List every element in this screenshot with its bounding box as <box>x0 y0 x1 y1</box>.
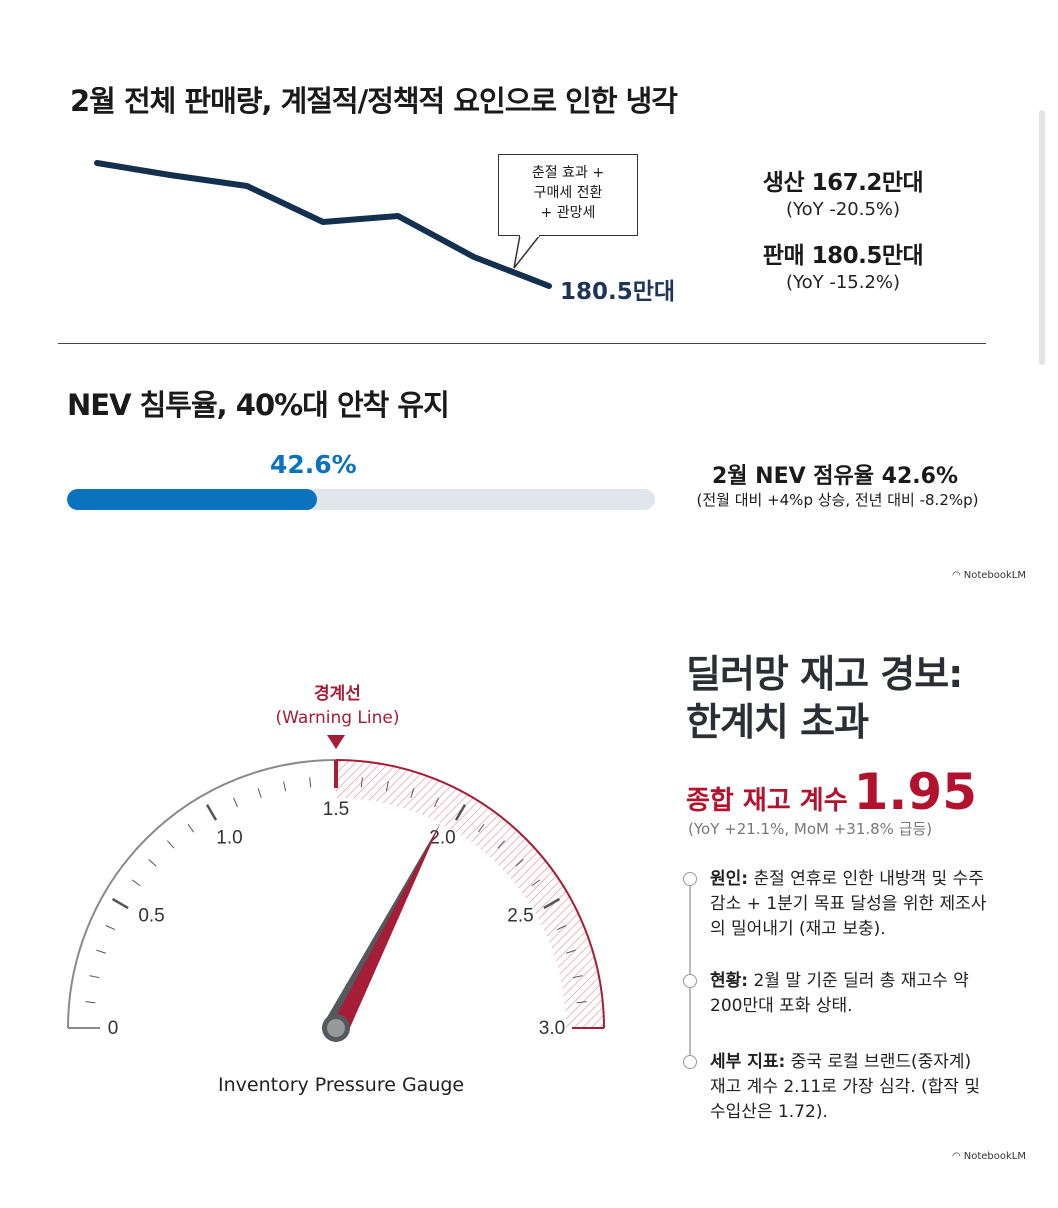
coefficient-change: (YoY +21.1%, MoM +31.8% 급등) <box>688 820 933 838</box>
gauge-tick-label: 0 <box>108 1018 119 1039</box>
gauge-tick <box>257 788 262 798</box>
production-label: 생산 167.2만대 <box>762 170 924 196</box>
gauge-tick <box>410 788 415 798</box>
nev-title: NEV 침투율, 40%대 안착 유지 <box>67 388 450 422</box>
gauge-tick <box>576 1001 587 1004</box>
inventory-gauge: 00.51.01.52.02.53.0 <box>67 735 605 1042</box>
nev-share-detail: (전월 대비 +4%p 상승, 전년 대비 -8.2%p) <box>696 491 979 509</box>
callout-line: 구매세 전환 <box>533 185 603 201</box>
gauge-tick <box>105 925 116 931</box>
gauge-tick <box>454 803 467 821</box>
nev-progress-fill <box>67 489 318 510</box>
sales-stat: 판매 180.5만대 (YoY -15.2%) <box>723 236 963 293</box>
inventory-coefficient: 종합 재고 계수 1.95 <box>686 763 977 821</box>
gauge-tick <box>85 1001 96 1004</box>
timeline-item: 원인: 춘절 연휴로 인한 내방객 및 수주 감소 + 1분기 목표 달성을 위… <box>710 869 987 939</box>
notebooklm-logo: ◠ NotebookLM <box>952 570 1026 581</box>
warning-label: 경계선 (Warning Line) <box>275 684 400 728</box>
gauge-title: Inventory Pressure Gauge <box>218 1074 465 1096</box>
gauge-tick <box>360 777 363 788</box>
gauge-tick <box>385 781 389 792</box>
inventory-title: 딜러망 재고 경보: 한계치 초과 <box>686 652 963 744</box>
callout-line: + 관망세 <box>540 205 596 221</box>
gauge-tick <box>566 949 576 954</box>
nev-share-label: 2월 NEV 점유율 42.6% <box>711 464 959 489</box>
gauge-tick <box>556 925 567 931</box>
end-value-label: 180.5만대 <box>560 279 676 305</box>
production-stat: 생산 167.2만대 (YoY -20.5%) <box>723 163 963 220</box>
timeline-dot <box>683 974 697 988</box>
notebooklm-logo: ◠ NotebookLM <box>952 1151 1026 1162</box>
nev-progress-bar <box>67 489 655 510</box>
gauge-tick <box>433 797 439 808</box>
gauge-tick-label: 2.5 <box>507 906 533 927</box>
notebooklm-icon: ◠ <box>952 1151 961 1162</box>
gauge-tick-label: 0.5 <box>138 906 164 927</box>
needle <box>331 823 441 1033</box>
gauge-arc-danger <box>335 759 605 1029</box>
sales-label: 판매 180.5만대 <box>762 243 924 269</box>
callout-box: 춘절 효과 + 구매세 전환 + 관망세 <box>498 154 638 236</box>
bar-value-label: 42.6% <box>270 450 357 479</box>
gauge-tick <box>167 840 175 849</box>
timeline-dot <box>683 872 697 886</box>
sales-yoy: (YoY -15.2%) <box>785 272 901 293</box>
gauge-tick-label: 1.5 <box>323 799 349 820</box>
needle-shadow <box>321 823 441 1035</box>
warning-marker <box>327 735 345 749</box>
notebooklm-icon: ◠ <box>952 570 961 581</box>
gauge-tick <box>477 823 485 833</box>
timeline-line <box>689 880 691 1064</box>
timeline-item: 세부 지표: 중국 로컬 브랜드(중자계) 재고 계수 2.11로 가장 심각.… <box>710 1052 980 1122</box>
gauge-tick <box>497 840 505 849</box>
gauge-tick <box>572 975 583 979</box>
gauge-tick <box>131 879 141 887</box>
gauge-tick-label: 1.0 <box>216 828 242 849</box>
gauge-tick <box>233 797 239 808</box>
sales-title: 2월 전체 판매량, 계절적/정책적 요인으로 인한 냉각 <box>70 84 678 118</box>
gauge-tick <box>283 781 287 792</box>
gauge-tick <box>515 859 524 867</box>
danger-zone <box>336 760 604 1028</box>
gauge-tick <box>205 803 218 821</box>
trend-line <box>94 160 552 289</box>
gauge-tick <box>96 949 106 954</box>
callout-pointer <box>513 234 542 269</box>
scrollbar[interactable] <box>1039 110 1045 365</box>
gauge-tick <box>89 975 100 979</box>
timeline-item: 현황: 2월 말 기준 딜러 총 재고수 약 200만대 포화 상태. <box>710 971 969 1016</box>
gauge-tick <box>187 823 195 833</box>
timeline-dot <box>683 1055 697 1069</box>
gauge-arc-normal <box>67 759 337 1029</box>
gauge-tick <box>531 879 541 887</box>
gauge-tick-label: 3.0 <box>539 1018 565 1039</box>
gauge-tick <box>309 777 312 788</box>
divider <box>58 343 986 344</box>
production-yoy: (YoY -20.5%) <box>785 199 901 220</box>
gauge-tick <box>111 897 129 910</box>
needle-hub-center <box>327 1019 345 1037</box>
callout-line: 춘절 효과 + <box>531 165 605 181</box>
gauge-tick <box>543 897 561 910</box>
gauge-tick <box>148 859 157 867</box>
